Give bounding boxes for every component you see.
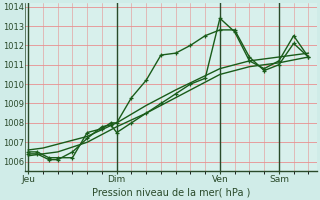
X-axis label: Pression niveau de la mer( hPa ): Pression niveau de la mer( hPa ) <box>92 187 251 197</box>
